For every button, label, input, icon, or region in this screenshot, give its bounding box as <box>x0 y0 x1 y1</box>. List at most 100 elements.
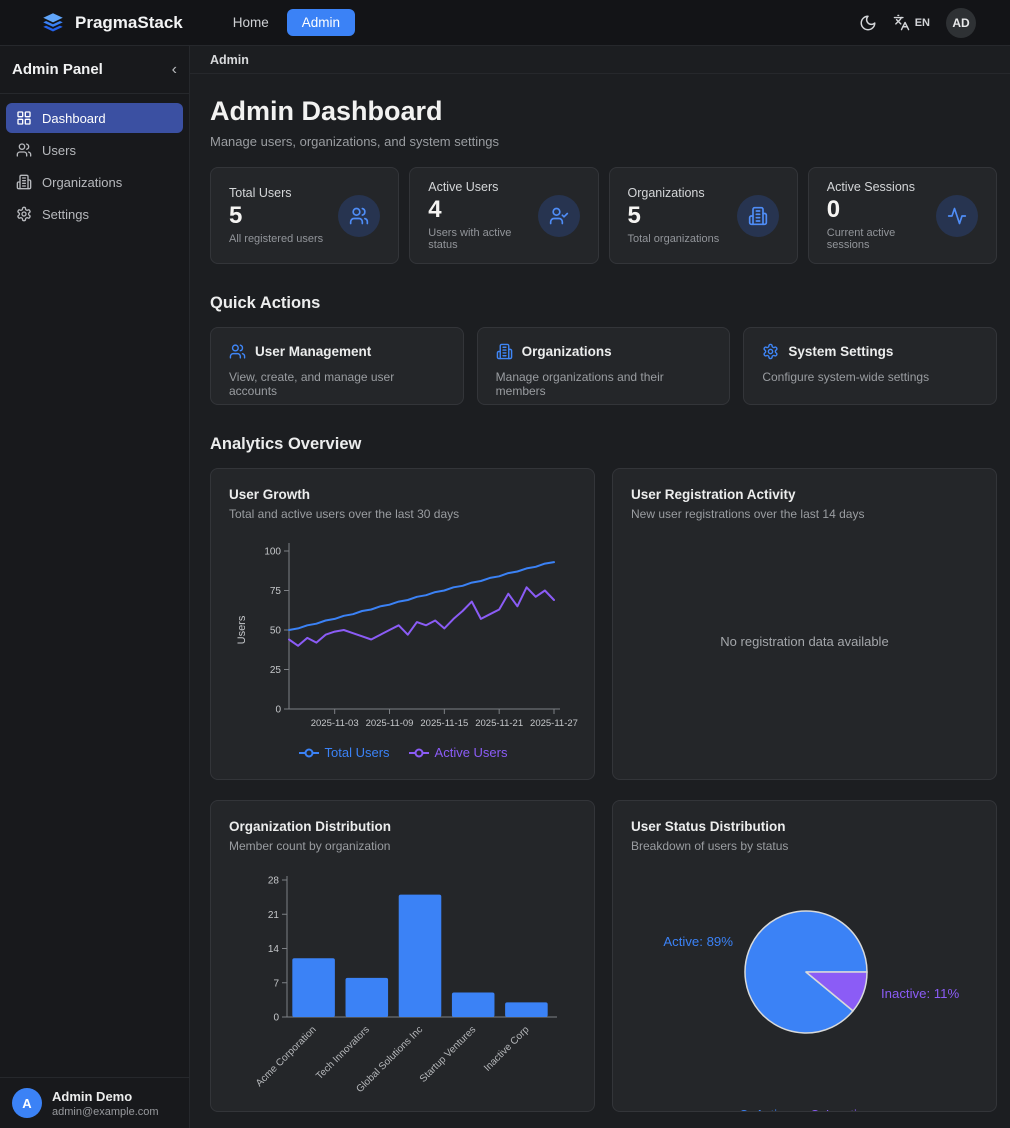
empty-state-text: No registration data available <box>720 633 889 649</box>
quick-action-title: User Management <box>255 344 372 359</box>
chart-title: Organization Distribution <box>229 819 391 834</box>
user-growth-line-chart: 0 25 50 75 100 2025-11-03 2025-11-09 2025-11-15… <box>229 533 578 733</box>
user-growth-legend: Total Users Active Users <box>229 745 576 760</box>
gear-icon <box>17 206 31 222</box>
quick-actions-row: User Management View, create, and manage… <box>210 327 997 405</box>
users-icon <box>338 194 381 237</box>
sidebar-item-label: Organizations <box>42 174 123 190</box>
svg-text:Users: Users <box>236 615 248 644</box>
sidebar-user[interactable]: A Admin Demo admin@example.com <box>0 1077 189 1128</box>
user-email: admin@example.com <box>52 1105 159 1118</box>
stat-label: Active Sessions <box>826 180 915 194</box>
stat-card-active-sessions: Active Sessions 0 Current active session… <box>807 167 997 264</box>
languages-icon <box>893 14 910 31</box>
user-growth-card: User Growth Total and active users over … <box>210 468 595 780</box>
layers-logo-icon <box>43 12 63 31</box>
stat-label: Active Users <box>428 180 499 194</box>
chart-subtitle: Member count by organization <box>229 839 391 853</box>
organization-distribution-card: Organization Distribution Member count b… <box>210 800 595 1112</box>
analytics-heading: Analytics Overview <box>210 435 362 453</box>
sidebar-item-organizations[interactable]: Organizations <box>6 167 183 197</box>
stat-card-active-users: Active Users 4 Users with active status <box>409 167 599 264</box>
theme-toggle-button[interactable] <box>859 14 877 32</box>
quick-action-desc: Configure system-wide settings <box>762 370 930 384</box>
sidebar-title: Admin Panel <box>12 61 103 78</box>
building-icon <box>736 194 779 237</box>
quick-action-desc: Manage organizations and their members <box>495 370 664 398</box>
quick-actions-heading: Quick Actions <box>210 294 321 312</box>
moon-icon <box>860 15 876 30</box>
building-icon <box>496 343 512 360</box>
svg-text:50: 50 <box>270 626 282 637</box>
stat-caption: Users with active status <box>428 227 512 251</box>
brand-name: PragmaStack <box>75 12 183 32</box>
stat-caption: Current active sessions <box>826 227 896 251</box>
quick-action-system-settings[interactable]: System Settings Configure system-wide se… <box>743 327 997 405</box>
svg-text:Acme Corporation: Acme Corporation <box>254 1024 319 1089</box>
sidebar-item-users[interactable]: Users <box>6 135 183 165</box>
nav-home[interactable]: Home <box>232 15 269 30</box>
chart-title: User Status Distribution <box>631 819 786 834</box>
page-subtitle: Manage users, organizations, and system … <box>210 134 500 149</box>
registration-activity-card: User Registration Activity New user regi… <box>612 468 997 780</box>
quick-action-user-management[interactable]: User Management View, create, and manage… <box>210 327 464 405</box>
activity-icon <box>936 194 978 237</box>
stat-label: Organizations <box>627 186 705 200</box>
user-avatar[interactable]: AD <box>946 7 976 38</box>
sidebar: Admin Panel ‹ Dashboard Users Organizati… <box>0 46 190 1128</box>
svg-text:21: 21 <box>268 910 280 921</box>
svg-text:7: 7 <box>273 978 279 989</box>
svg-text:14: 14 <box>268 944 280 955</box>
user-status-card: User Status Distribution Breakdown of us… <box>612 800 997 1112</box>
breadcrumb-item-admin[interactable]: Admin <box>210 52 249 67</box>
quick-action-organizations[interactable]: Organizations Manage organizations and t… <box>476 327 731 405</box>
sidebar-collapse-button[interactable]: ‹ <box>171 60 177 78</box>
stat-card-organizations: Organizations 5 Total organizations <box>608 167 798 264</box>
chart-subtitle: Total and active users over the last 30 … <box>229 507 460 521</box>
stat-card-total-users: Total Users 5 All registered users <box>210 167 400 264</box>
stat-caption: Total organizations <box>627 233 720 245</box>
svg-text:0: 0 <box>275 705 281 716</box>
chart-subtitle: New user registrations over the last 14 … <box>631 507 865 521</box>
user-check-icon <box>537 194 580 237</box>
charts-grid: User Growth Total and active users over … <box>210 468 997 1128</box>
stat-value: 0 <box>826 196 841 223</box>
organization-bar-chart: 0 7 14 21 28 Acme Corporation Tech Innovators G… <box>229 865 576 1105</box>
users-icon <box>229 344 246 359</box>
svg-text:Tech Innovators: Tech Innovators <box>314 1024 372 1082</box>
breadcrumb: Admin <box>190 46 1010 74</box>
top-navbar: PragmaStack Home Admin EN AD <box>0 0 1010 46</box>
gear-icon <box>763 343 778 360</box>
svg-text:2025-11-03: 2025-11-03 <box>311 718 359 729</box>
nav-admin[interactable]: Admin <box>286 9 356 36</box>
user-avatar-small: A <box>12 1088 42 1118</box>
stat-label: Total Users <box>229 186 292 200</box>
sidebar-item-label: Settings <box>42 206 89 222</box>
sidebar-item-settings[interactable]: Settings <box>6 199 183 229</box>
top-navigation: Home Admin <box>223 9 356 36</box>
sidebar-item-dashboard[interactable]: Dashboard <box>6 103 183 133</box>
svg-text:0: 0 <box>273 1013 279 1024</box>
topbar-actions: EN AD <box>859 7 976 38</box>
chart-subtitle: Breakdown of users by status <box>631 839 789 853</box>
svg-text:Inactive Corp: Inactive Corp <box>482 1024 532 1074</box>
svg-text:Startup Ventures: Startup Ventures <box>418 1024 478 1084</box>
quick-action-title: System Settings <box>788 344 894 359</box>
svg-text:2025-11-21: 2025-11-21 <box>475 718 523 729</box>
building-icon <box>16 174 32 190</box>
svg-text:75: 75 <box>270 586 282 597</box>
stat-value: 5 <box>627 202 641 229</box>
svg-text:Inactive: 11%: Inactive: 11% <box>881 986 959 1001</box>
stats-row: Total Users 5 All registered users Activ… <box>210 167 997 264</box>
sidebar-item-label: Dashboard <box>42 110 106 126</box>
quick-action-title: Organizations <box>521 344 612 359</box>
language-button[interactable]: EN <box>893 14 930 31</box>
svg-text:Active: 89%: Active: 89% <box>663 934 733 949</box>
page-title: Admin Dashboard <box>210 96 443 126</box>
language-label: EN <box>914 16 930 29</box>
brand[interactable]: PragmaStack <box>40 10 183 36</box>
user-name: Admin Demo <box>52 1088 133 1104</box>
stat-caption: All registered users <box>229 233 324 245</box>
main-content: Admin Admin Dashboard Manage users, orga… <box>190 46 1010 1128</box>
svg-text:2025-11-09: 2025-11-09 <box>366 718 414 729</box>
